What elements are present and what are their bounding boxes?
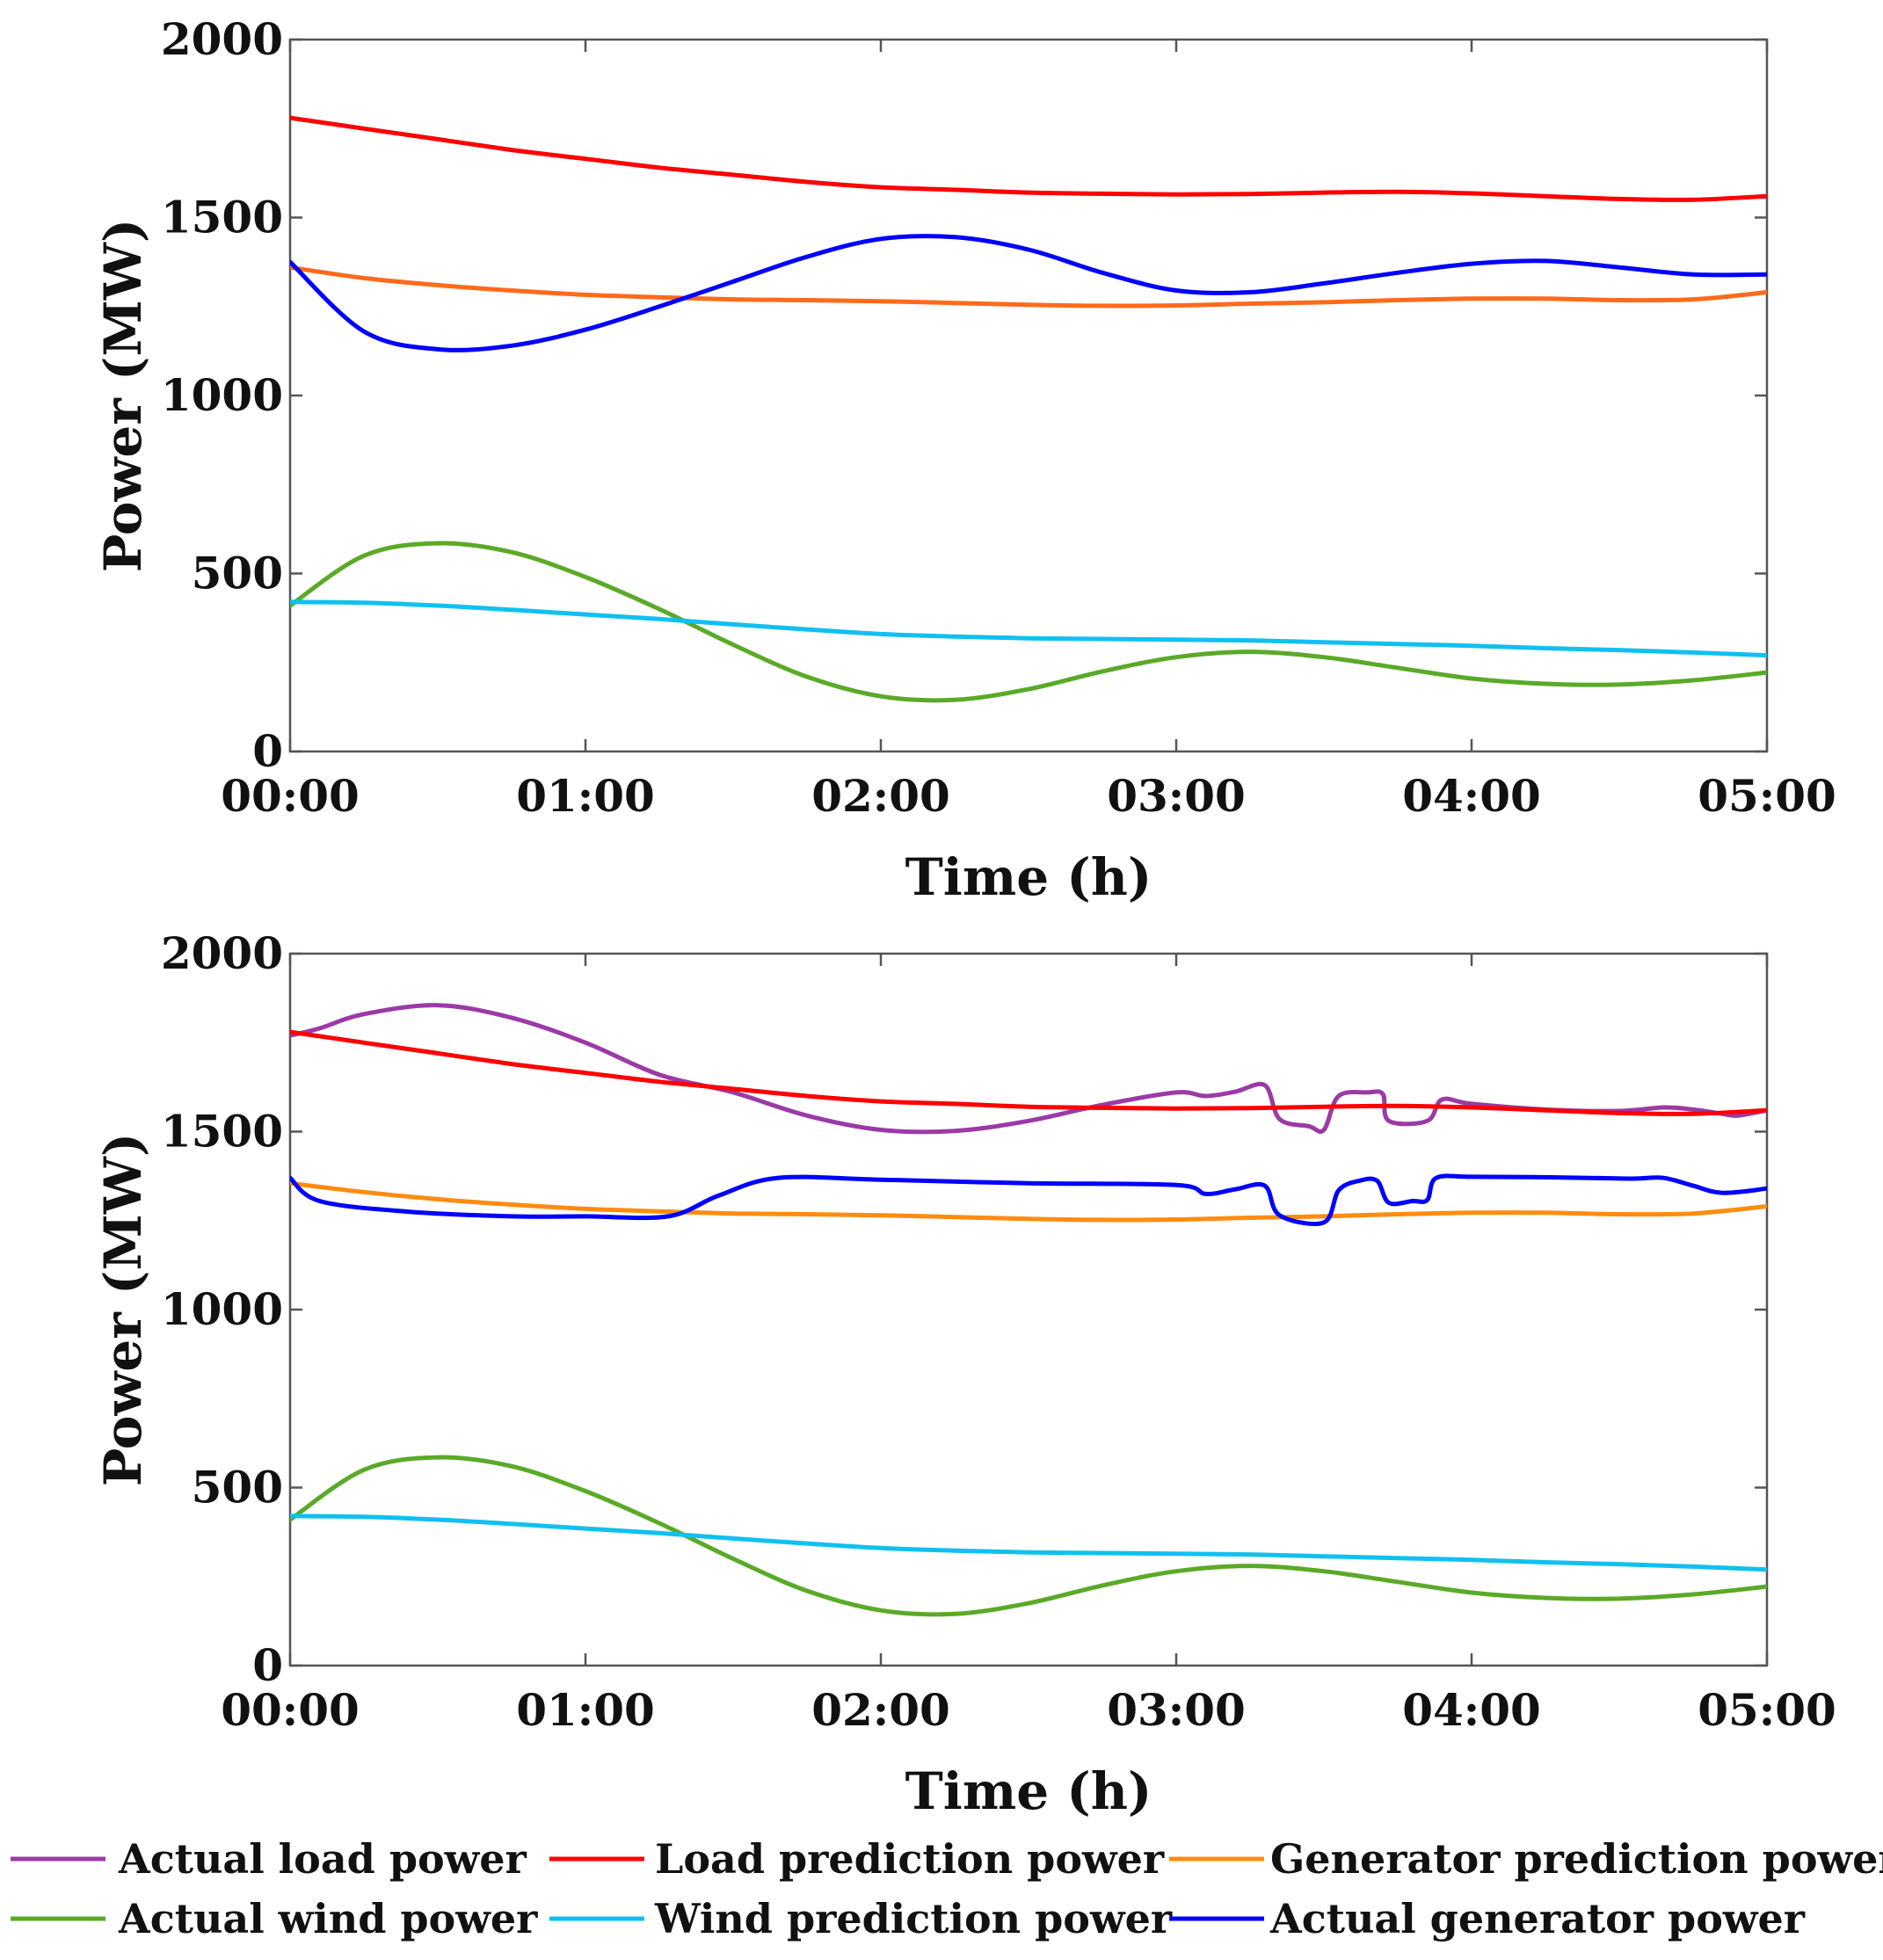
x-tick-label: 00:00	[221, 1684, 360, 1736]
x-tick-label: 03:00	[1107, 770, 1246, 822]
top-chart-panel: 00:00 01:00 02:00 03:00 04:00 05:00 0 500 1000 15…	[93, 13, 1836, 907]
plot-frame	[288, 952, 1769, 1667]
y-tick-label: 500	[192, 1462, 283, 1514]
legend-label: Actual generator power	[1269, 1895, 1806, 1942]
x-tick-label: 03:00	[1107, 1684, 1246, 1736]
legend-item-actual-load-power: Actual load power	[11, 1835, 527, 1883]
series-line-actual-wind-power	[290, 1455, 1767, 1617]
x-tick-label: 04:00	[1402, 770, 1541, 822]
y-tick-label: 1500	[161, 1106, 283, 1158]
x-tick-label: 02:00	[811, 1684, 950, 1736]
y-tick-label: 0	[252, 1639, 283, 1691]
legend: Actual load power Load prediction power Ge…	[11, 1835, 1883, 1942]
y-tick-label: 2000	[161, 13, 283, 65]
x-tick-label: 05:00	[1698, 1684, 1836, 1736]
y-tick-label: 0	[252, 725, 283, 777]
legend-item-actual-wind-power: Actual wind power	[11, 1895, 538, 1942]
legend-item-actual-generator-power: Actual generator power	[1169, 1895, 1806, 1942]
series-lines	[290, 115, 1767, 703]
y-tick-label: 1500	[161, 192, 283, 243]
y-tick-label: 500	[192, 548, 283, 599]
y-tick-label: 1000	[161, 1283, 283, 1335]
series-line-wind-prediction-power	[290, 1514, 1767, 1572]
series-line-actual-load-power	[290, 1003, 1767, 1135]
x-tick-label: 01:00	[516, 1684, 655, 1736]
legend-item-load-prediction-power: Load prediction power	[549, 1835, 1165, 1883]
plot-frame	[288, 38, 1769, 753]
series-line-actual-generator-power	[290, 1173, 1767, 1226]
series-line-generator-prediction-power	[290, 265, 1767, 309]
x-tick-label: 01:00	[516, 770, 655, 822]
legend-label: Generator prediction power	[1270, 1835, 1883, 1883]
legend-item-wind-prediction-power: Wind prediction power	[549, 1895, 1173, 1942]
series-line-load-prediction-power	[290, 115, 1767, 202]
x-axis-title: Time (h)	[905, 1761, 1152, 1821]
x-axis-title: Time (h)	[905, 847, 1152, 907]
x-tick-label: 00:00	[221, 770, 360, 822]
series-line-actual-wind-power	[290, 541, 1767, 703]
legend-label: Actual load power	[118, 1835, 527, 1883]
series-line-actual-generator-power	[290, 234, 1767, 352]
series-line-load-prediction-power	[290, 1029, 1767, 1116]
series-lines	[290, 1003, 1767, 1617]
legend-item-generator-prediction-power: Generator prediction power	[1169, 1835, 1883, 1883]
legend-label: Actual wind power	[118, 1895, 538, 1942]
y-axis-title: Power (MW)	[93, 219, 153, 573]
x-tick-label: 05:00	[1698, 770, 1836, 822]
legend-label: Wind prediction power	[654, 1895, 1173, 1942]
x-tick-label: 02:00	[811, 770, 950, 822]
y-tick-label: 1000	[161, 369, 283, 421]
series-line-generator-prediction-power	[290, 1180, 1767, 1223]
y-tick-label: 2000	[161, 927, 283, 979]
x-tick-label: 04:00	[1402, 1684, 1541, 1736]
bottom-chart-panel: 00:00 01:00 02:00 03:00 04:00 05:00 0 500 1000 15…	[93, 927, 1836, 1821]
y-axis-title: Power (MW)	[93, 1133, 153, 1487]
legend-label: Load prediction power	[655, 1835, 1165, 1883]
series-line-wind-prediction-power	[290, 599, 1767, 658]
